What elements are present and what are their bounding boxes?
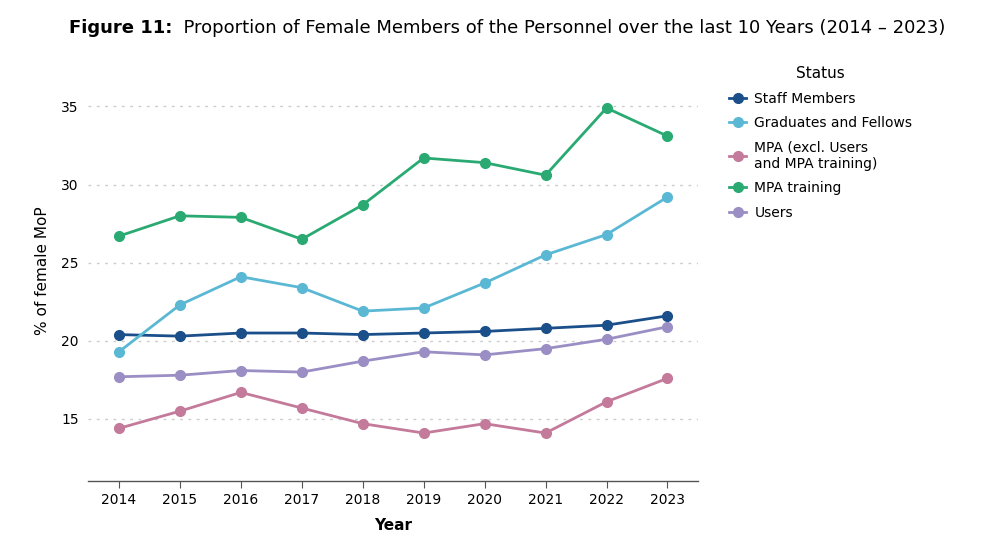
Line: Users: Users bbox=[114, 322, 672, 381]
Staff Members bbox=[174, 333, 186, 339]
MPA (excl. Users
and MPA training) bbox=[540, 430, 551, 436]
Y-axis label: % of female MoP: % of female MoP bbox=[35, 206, 50, 335]
Staff Members bbox=[479, 328, 491, 335]
MPA (excl. Users
and MPA training) bbox=[418, 430, 430, 436]
MPA (excl. Users
and MPA training) bbox=[601, 399, 612, 405]
Staff Members bbox=[662, 313, 673, 319]
Users bbox=[479, 352, 491, 358]
MPA training bbox=[296, 236, 308, 242]
Users bbox=[113, 373, 125, 380]
MPA training bbox=[601, 105, 612, 111]
Text: Figure 11:: Figure 11: bbox=[69, 19, 172, 37]
Graduates and Fellows bbox=[296, 285, 308, 291]
Staff Members bbox=[418, 330, 430, 337]
Graduates and Fellows bbox=[601, 232, 612, 238]
Line: Staff Members: Staff Members bbox=[114, 311, 672, 341]
MPA training bbox=[174, 213, 186, 219]
Users bbox=[296, 369, 308, 375]
Graduates and Fellows bbox=[357, 308, 369, 314]
MPA training bbox=[418, 155, 430, 161]
Users bbox=[601, 336, 612, 342]
Users bbox=[174, 372, 186, 379]
MPA (excl. Users
and MPA training) bbox=[235, 389, 247, 395]
Line: Graduates and Fellows: Graduates and Fellows bbox=[114, 192, 672, 357]
MPA training bbox=[662, 133, 673, 140]
MPA (excl. Users
and MPA training) bbox=[113, 425, 125, 432]
MPA (excl. Users
and MPA training) bbox=[357, 420, 369, 427]
Line: MPA (excl. Users
and MPA training): MPA (excl. Users and MPA training) bbox=[114, 373, 672, 438]
Graduates and Fellows bbox=[540, 252, 551, 258]
Users bbox=[235, 367, 247, 374]
MPA (excl. Users
and MPA training) bbox=[174, 408, 186, 414]
Staff Members bbox=[357, 331, 369, 338]
MPA training bbox=[540, 172, 551, 179]
X-axis label: Year: Year bbox=[375, 518, 412, 533]
Users bbox=[418, 348, 430, 355]
MPA training bbox=[113, 233, 125, 239]
Graduates and Fellows bbox=[174, 302, 186, 308]
Staff Members bbox=[601, 322, 612, 328]
Staff Members bbox=[540, 325, 551, 332]
Users bbox=[662, 324, 673, 330]
Legend: Staff Members, Graduates and Fellows, MPA (excl. Users
and MPA training), MPA tr: Staff Members, Graduates and Fellows, MP… bbox=[729, 67, 912, 220]
MPA (excl. Users
and MPA training) bbox=[662, 375, 673, 381]
Text: Proportion of Female Members of the Personnel over the last 10 Years (2014 – 202: Proportion of Female Members of the Pers… bbox=[172, 19, 946, 37]
Graduates and Fellows bbox=[479, 280, 491, 286]
MPA (excl. Users
and MPA training) bbox=[296, 405, 308, 411]
Graduates and Fellows bbox=[418, 305, 430, 311]
MPA training bbox=[479, 160, 491, 166]
MPA training bbox=[235, 214, 247, 221]
Users bbox=[357, 358, 369, 365]
Staff Members bbox=[296, 330, 308, 337]
Graduates and Fellows bbox=[235, 274, 247, 280]
Graduates and Fellows bbox=[662, 194, 673, 200]
Line: MPA training: MPA training bbox=[114, 103, 672, 244]
Users bbox=[540, 345, 551, 352]
MPA training bbox=[357, 202, 369, 208]
Staff Members bbox=[113, 331, 125, 338]
MPA (excl. Users
and MPA training) bbox=[479, 420, 491, 427]
Graduates and Fellows bbox=[113, 348, 125, 355]
Staff Members bbox=[235, 330, 247, 337]
